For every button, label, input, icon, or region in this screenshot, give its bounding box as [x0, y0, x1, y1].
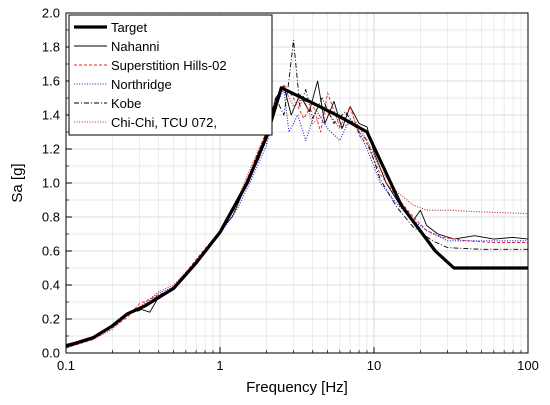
y-tick-label: 0.2	[42, 312, 60, 327]
y-tick-label: 0.8	[42, 210, 60, 225]
y-tick-label: 0.6	[42, 244, 60, 259]
series-line-4	[66, 88, 528, 347]
series-line-6	[66, 85, 528, 349]
legend-label: Target	[111, 20, 148, 35]
series-line-1	[66, 86, 528, 348]
x-tick-label: 1	[216, 358, 223, 373]
ticks-layer: 0.1 1 10 100 0.0 0.2 0.4 0.6 0.8 1.0 1.2 1.4 1.6 1.8 2…	[42, 6, 539, 374]
y-axis-label: Sa [g]	[9, 163, 26, 202]
y-tick-label: 1.4	[42, 108, 60, 123]
legend-label: Chi-Chi, TCU 072,	[111, 115, 217, 130]
y-tick-label: 0.4	[42, 278, 60, 293]
legend-label: Superstition Hills-02	[111, 58, 227, 73]
legend-label: Northridge	[111, 77, 172, 92]
y-tick-label: 0.0	[42, 346, 60, 361]
legend-label: Kobe	[111, 96, 141, 111]
x-axis-label: Frequency [Hz]	[246, 379, 348, 396]
y-tick-label: 1.2	[42, 142, 60, 157]
legend: Target Nahanni Superstition Hills-02 Northr…	[68, 14, 273, 136]
y-tick-label: 1.6	[42, 74, 60, 89]
series-line-5	[66, 39, 528, 347]
series-layer	[66, 39, 528, 349]
y-tick-label: 1.0	[42, 176, 60, 191]
x-tick-label: 10	[367, 358, 381, 373]
x-tick-label: 0.1	[57, 358, 75, 373]
legend-box	[68, 14, 273, 136]
y-tick-label: 1.8	[42, 40, 60, 55]
x-tick-label: 100	[517, 358, 539, 373]
y-tick-label: 2.0	[42, 6, 60, 21]
legend-label: Nahanni	[111, 39, 160, 54]
